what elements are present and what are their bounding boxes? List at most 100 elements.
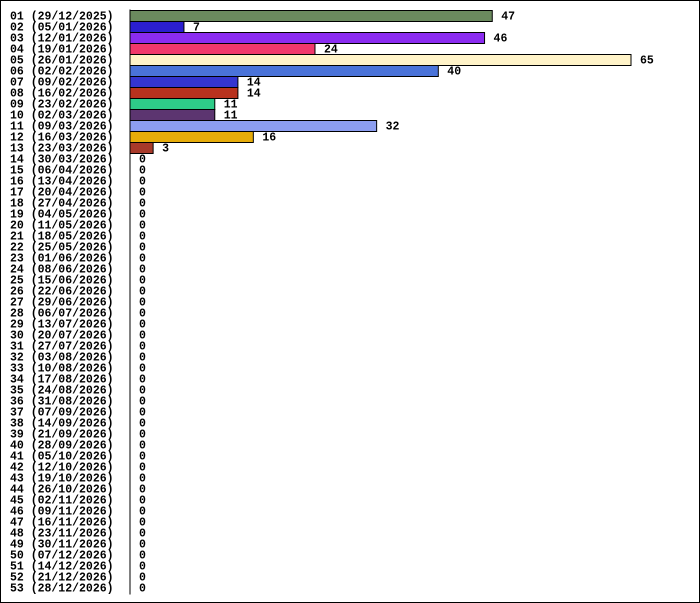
value-label: 24 (324, 44, 338, 57)
bar (129, 131, 254, 143)
category-label: 05 (26/01/2026) (10, 55, 114, 68)
category-label: 14 (30/03/2026) (10, 154, 114, 167)
value-label: 0 (139, 517, 146, 530)
category-label: 53 (28/12/2026) (10, 583, 114, 596)
category-label: 32 (03/08/2026) (10, 352, 114, 365)
bar (129, 120, 378, 132)
value-label: 0 (139, 418, 146, 431)
value-label: 0 (139, 330, 146, 343)
category-label: 28 (06/07/2026) (10, 308, 114, 321)
category-label: 41 (05/10/2026) (10, 451, 114, 464)
value-label: 11 (224, 110, 238, 123)
value-label: 0 (139, 209, 146, 222)
category-label: 29 (13/07/2026) (10, 319, 114, 332)
bar (129, 76, 239, 88)
category-label: 16 (13/04/2026) (10, 176, 114, 189)
category-label: 15 (06/04/2026) (10, 165, 114, 178)
bar (129, 109, 216, 121)
category-label: 33 (10/08/2026) (10, 363, 114, 376)
category-label: 26 (22/06/2026) (10, 286, 114, 299)
value-label: 0 (139, 407, 146, 420)
category-label: 46 (09/11/2026) (10, 506, 114, 519)
value-label: 0 (139, 341, 146, 354)
value-label: 0 (139, 528, 146, 541)
category-label: 23 (01/06/2026) (10, 253, 114, 266)
category-label: 35 (24/08/2026) (10, 385, 114, 398)
value-label: 32 (386, 121, 400, 134)
value-label: 0 (139, 506, 146, 519)
value-label: 0 (139, 539, 146, 552)
category-label: 36 (31/08/2026) (10, 396, 114, 409)
category-label: 09 (23/02/2026) (10, 99, 114, 112)
value-label: 0 (139, 484, 146, 497)
category-label: 03 (12/01/2026) (10, 33, 114, 46)
category-label: 49 (30/11/2026) (10, 539, 114, 552)
bar (129, 32, 486, 44)
value-label: 0 (139, 264, 146, 277)
value-label: 0 (139, 231, 146, 244)
value-label: 0 (139, 374, 146, 387)
category-label: 50 (07/12/2026) (10, 550, 114, 563)
category-label: 08 (16/02/2026) (10, 88, 114, 101)
value-label: 11 (224, 99, 238, 112)
bar (129, 54, 632, 66)
category-label: 24 (08/06/2026) (10, 264, 114, 277)
bar (129, 142, 154, 154)
bar (129, 43, 316, 55)
value-label: 0 (139, 429, 146, 442)
value-label: 47 (501, 11, 515, 24)
value-label: 14 (247, 88, 261, 101)
value-label: 0 (139, 220, 146, 233)
value-label: 0 (139, 352, 146, 365)
value-label: 0 (139, 550, 146, 563)
category-label: 17 (20/04/2026) (10, 187, 114, 200)
value-label: 7 (193, 22, 200, 35)
value-label: 40 (447, 66, 461, 79)
category-label: 44 (26/10/2026) (10, 484, 114, 497)
category-label: 27 (29/06/2026) (10, 297, 114, 310)
value-label: 0 (139, 462, 146, 475)
category-label: 31 (27/07/2026) (10, 341, 114, 354)
value-label: 0 (139, 176, 146, 189)
value-label: 3 (162, 143, 169, 156)
value-label: 0 (139, 363, 146, 376)
bar (129, 87, 239, 99)
category-label: 18 (27/04/2026) (10, 198, 114, 211)
category-label: 47 (16/11/2026) (10, 517, 114, 530)
category-label: 34 (17/08/2026) (10, 374, 114, 387)
bar (129, 98, 216, 110)
value-label: 0 (139, 319, 146, 332)
category-label: 02 (05/01/2026) (10, 22, 114, 35)
value-label: 0 (139, 253, 146, 266)
value-label: 14 (247, 77, 261, 90)
value-label: 0 (139, 495, 146, 508)
value-label: 0 (139, 440, 146, 453)
category-label: 11 (09/03/2026) (10, 121, 114, 134)
value-label: 0 (139, 561, 146, 574)
value-label: 65 (640, 55, 654, 68)
value-label: 16 (262, 132, 276, 145)
category-label: 06 (02/02/2026) (10, 66, 114, 79)
category-label: 38 (14/09/2026) (10, 418, 114, 431)
value-label: 0 (139, 198, 146, 211)
category-label: 12 (16/03/2026) (10, 132, 114, 145)
value-label: 0 (139, 275, 146, 288)
value-label: 0 (139, 451, 146, 464)
category-label: 51 (14/12/2026) (10, 561, 114, 574)
category-label: 04 (19/01/2026) (10, 44, 114, 57)
value-label: 0 (139, 308, 146, 321)
category-label: 22 (25/05/2026) (10, 242, 114, 255)
category-label: 52 (21/12/2026) (10, 572, 114, 585)
bar (129, 65, 439, 77)
category-label: 42 (12/10/2026) (10, 462, 114, 475)
category-label: 01 (29/12/2025) (10, 11, 114, 24)
value-label: 46 (494, 33, 508, 46)
value-label: 0 (139, 165, 146, 178)
category-label: 37 (07/09/2026) (10, 407, 114, 420)
value-label: 0 (139, 242, 146, 255)
value-label: 0 (139, 396, 146, 409)
value-label: 0 (139, 572, 146, 585)
category-label: 30 (20/07/2026) (10, 330, 114, 343)
category-label: 39 (21/09/2026) (10, 429, 114, 442)
